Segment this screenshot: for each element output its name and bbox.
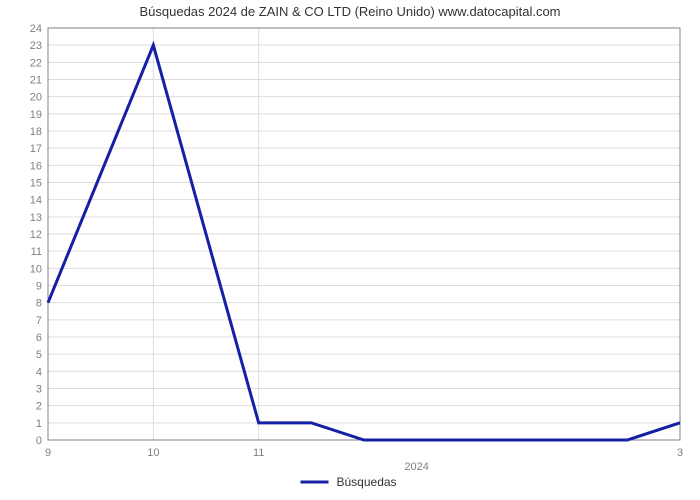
y-tick-label: 4 xyxy=(36,366,42,378)
y-tick-label: 2 xyxy=(36,401,42,413)
legend-label: Búsquedas xyxy=(337,475,397,489)
x-tick-label: 9 xyxy=(45,447,51,459)
y-tick-label: 15 xyxy=(30,178,42,190)
y-tick-label: 6 xyxy=(36,332,42,344)
y-tick-label: 0 xyxy=(36,435,42,447)
y-tick-label: 8 xyxy=(36,298,42,310)
y-tick-label: 12 xyxy=(30,229,42,241)
y-tick-label: 14 xyxy=(30,195,42,207)
y-tick-label: 18 xyxy=(30,126,42,138)
y-tick-label: 16 xyxy=(30,160,42,172)
y-tick-label: 23 xyxy=(30,40,42,52)
y-tick-label: 11 xyxy=(31,246,42,258)
chart-background xyxy=(0,0,700,500)
y-tick-label: 9 xyxy=(36,281,42,293)
x-tick-label: 10 xyxy=(147,447,159,459)
chart-title: Búsquedas 2024 de ZAIN & CO LTD (Reino U… xyxy=(139,4,560,19)
y-tick-label: 10 xyxy=(30,263,42,275)
y-tick-label: 22 xyxy=(30,57,42,69)
y-tick-label: 17 xyxy=(30,143,42,155)
x-tick-label: 3 xyxy=(677,447,683,459)
y-tick-label: 21 xyxy=(30,75,42,87)
chart-container: Búsquedas 2024 de ZAIN & CO LTD (Reino U… xyxy=(0,0,700,500)
y-tick-label: 3 xyxy=(36,384,42,396)
y-tick-label: 1 xyxy=(36,418,42,430)
line-chart: Búsquedas 2024 de ZAIN & CO LTD (Reino U… xyxy=(0,0,700,500)
y-tick-label: 20 xyxy=(30,92,42,104)
y-tick-label: 7 xyxy=(36,315,42,327)
y-tick-label: 13 xyxy=(30,212,42,224)
y-tick-label: 24 xyxy=(30,23,42,35)
y-tick-label: 5 xyxy=(36,349,42,361)
x-secondary-label: 2024 xyxy=(404,461,428,473)
y-tick-label: 19 xyxy=(30,109,42,121)
x-tick-label: 11 xyxy=(253,447,264,459)
